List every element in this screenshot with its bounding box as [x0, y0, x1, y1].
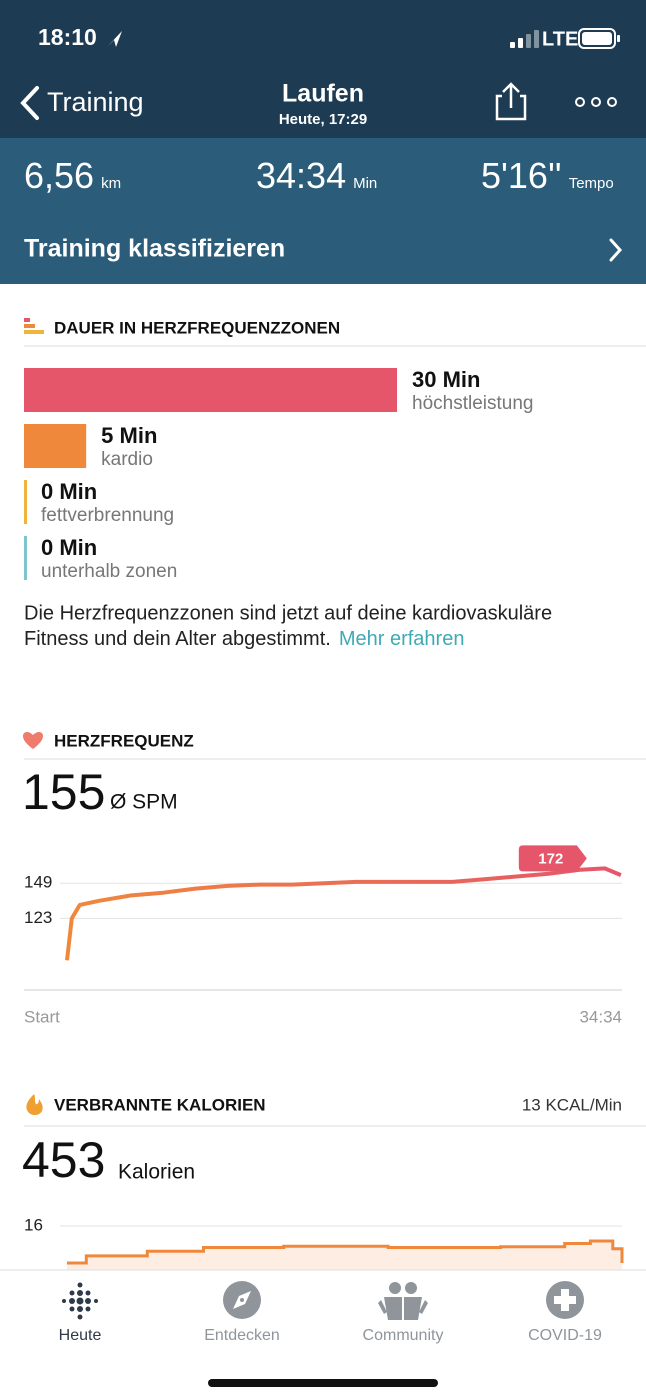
home-indicator [208, 1379, 438, 1387]
status-network: LTE [542, 28, 578, 50]
y-tick-label: 123 [24, 908, 52, 927]
calorie-total: 453 [22, 1132, 105, 1188]
tab-labels: Heute Entdecken Community COVID-19 [59, 1327, 602, 1344]
nav-title: Laufen [282, 80, 364, 108]
discover-icon[interactable] [223, 1281, 261, 1319]
zone-name: unterhalb zonen [41, 561, 177, 582]
tab-label[interactable]: COVID-19 [528, 1327, 602, 1344]
calorie-line [67, 1239, 624, 1265]
location-icon [108, 31, 122, 47]
zone-name: kardio [101, 449, 153, 470]
tab-label[interactable]: Heute [59, 1327, 102, 1344]
more-link[interactable]: Mehr erfahren [339, 628, 465, 650]
heart-icon [23, 732, 43, 749]
stat-value: 6,56 [24, 155, 94, 196]
tab-label[interactable]: Community [363, 1327, 444, 1344]
stat: 34:34 Min [256, 155, 377, 196]
heart-rate-unit: Ø SPM [110, 791, 178, 814]
stat-unit: Min [353, 175, 377, 192]
section-title: HERZFREQUENZ [54, 731, 194, 750]
battery-icon [578, 28, 620, 49]
tab-bar [0, 1270, 646, 1400]
covid-icon[interactable] [546, 1281, 584, 1319]
description: Die Herzfrequenzzonen sind jetzt auf dei… [24, 602, 552, 624]
signal-icon [510, 30, 539, 48]
max-label: 172 [538, 850, 563, 867]
stats-row: 6,56 km 34:34 Min 5'16'' Tempo [24, 155, 614, 196]
zone-name: fettverbrennung [41, 505, 174, 526]
zones-icon [24, 318, 44, 334]
y-tick-label: 149 [24, 873, 52, 892]
zone-minutes: 30 Min [412, 367, 480, 392]
max-badge [518, 845, 587, 872]
status-time: 18:10 [38, 24, 97, 50]
calorie-unit: Kalorien [118, 1161, 195, 1184]
x-start-label: Start [24, 1007, 60, 1026]
stats-bg [0, 138, 646, 284]
community-icon[interactable] [378, 1282, 428, 1320]
zone-minutes: 0 Min [41, 479, 97, 504]
zone-bar [24, 368, 397, 412]
tab-label[interactable]: Entdecken [204, 1327, 280, 1344]
today-icon[interactable] [62, 1282, 98, 1320]
heart-rate-average: 155 [22, 764, 105, 820]
zone-bar [24, 480, 27, 524]
zone-name: höchstleistung [412, 393, 533, 414]
zone-bar [24, 536, 27, 580]
stat: 5'16'' Tempo [481, 155, 614, 196]
header-bg [0, 0, 646, 138]
x-end-label: 34:34 [579, 1007, 622, 1026]
description: Fitness und dein Alter abgestimmt. [24, 628, 331, 650]
zone-minutes: 5 Min [101, 423, 157, 448]
calorie-rate: 13 KCAL/Min [522, 1095, 622, 1114]
stat-value: 34:34 [256, 155, 346, 196]
zone-bar [24, 424, 87, 468]
share-button[interactable] [495, 82, 527, 121]
more-button[interactable] [575, 97, 617, 107]
stat-unit: Tempo [569, 175, 614, 192]
y-tick-label: 16 [24, 1215, 43, 1234]
classify-button[interactable]: Training klassifizieren [24, 235, 285, 263]
flame-icon [26, 1094, 43, 1116]
section-title: DAUER IN HERZFREQUENZZONEN [54, 318, 340, 337]
section-title: VERBRANNTE KALORIEN [54, 1095, 266, 1114]
classify-chevron[interactable] [609, 238, 623, 262]
zone-minutes: 0 Min [41, 535, 97, 560]
stat: 6,56 km [24, 155, 121, 196]
stat-unit: km [101, 175, 121, 192]
nav-subtitle: Heute, 17:29 [279, 111, 367, 128]
back-button[interactable]: Training [47, 87, 144, 117]
heart-rate-chart: 123 149 172 [24, 845, 622, 961]
stat-value: 5'16'' [481, 155, 562, 196]
heart-rate-line [65, 866, 622, 961]
back-chevron[interactable] [20, 86, 39, 120]
description: Fitness und dein Alter abgestimmt. Mehr e… [24, 628, 464, 650]
